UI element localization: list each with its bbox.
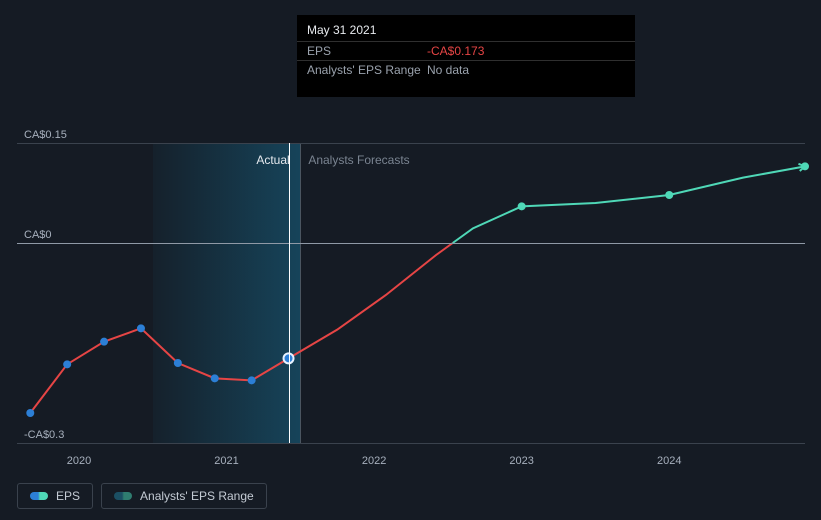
plot-area[interactable]: Actual Analysts Forecasts [17,143,805,443]
legend-item-eps[interactable]: EPS [17,483,93,509]
data-point[interactable] [100,338,108,346]
legend-label: EPS [56,489,80,503]
legend-swatch [114,492,132,500]
y-tick-label: CA$0 [24,229,52,241]
x-tick-label: 2021 [214,455,238,467]
tooltip-date: May 31 2021 [297,19,635,41]
eps-line-positive [453,166,805,243]
hover-tooltip: May 31 2021 EPS -CA$0.173 Analysts' EPS … [297,15,635,97]
data-point[interactable] [518,202,526,210]
y-tick-label: -CA$0.3 [24,429,64,441]
tooltip-row-eps: EPS -CA$0.173 [297,41,635,60]
x-tick-label: 2024 [657,455,681,467]
data-point[interactable] [248,376,256,384]
data-point[interactable] [211,374,219,382]
data-point[interactable] [63,360,71,368]
tooltip-row-range: Analysts' EPS Range No data [297,60,635,79]
gridline [17,143,805,144]
hover-cursor-line [289,143,290,443]
x-tick-label: 2023 [509,455,533,467]
legend-item-range[interactable]: Analysts' EPS Range [101,483,267,509]
data-point[interactable] [26,409,34,417]
data-point[interactable] [174,359,182,367]
legend-label: Analysts' EPS Range [140,489,254,503]
tooltip-value: -CA$0.173 [427,44,484,58]
legend-swatch [30,492,48,500]
legend: EPS Analysts' EPS Range [17,483,267,509]
x-axis: 2020 2021 2022 2023 2024 [17,443,805,473]
tooltip-key: EPS [307,44,427,58]
eps-forecast-chart: May 31 2021 EPS -CA$0.173 Analysts' EPS … [0,0,821,520]
tooltip-value: No data [427,63,469,77]
data-point[interactable] [665,191,673,199]
data-point[interactable] [137,324,145,332]
gridline [17,243,805,244]
eps-line-negative [30,243,452,413]
x-tick-label: 2022 [362,455,386,467]
x-tick-label: 2020 [67,455,91,467]
plot-svg [17,143,805,443]
tooltip-key: Analysts' EPS Range [307,63,427,77]
y-tick-label: CA$0.15 [24,129,67,141]
